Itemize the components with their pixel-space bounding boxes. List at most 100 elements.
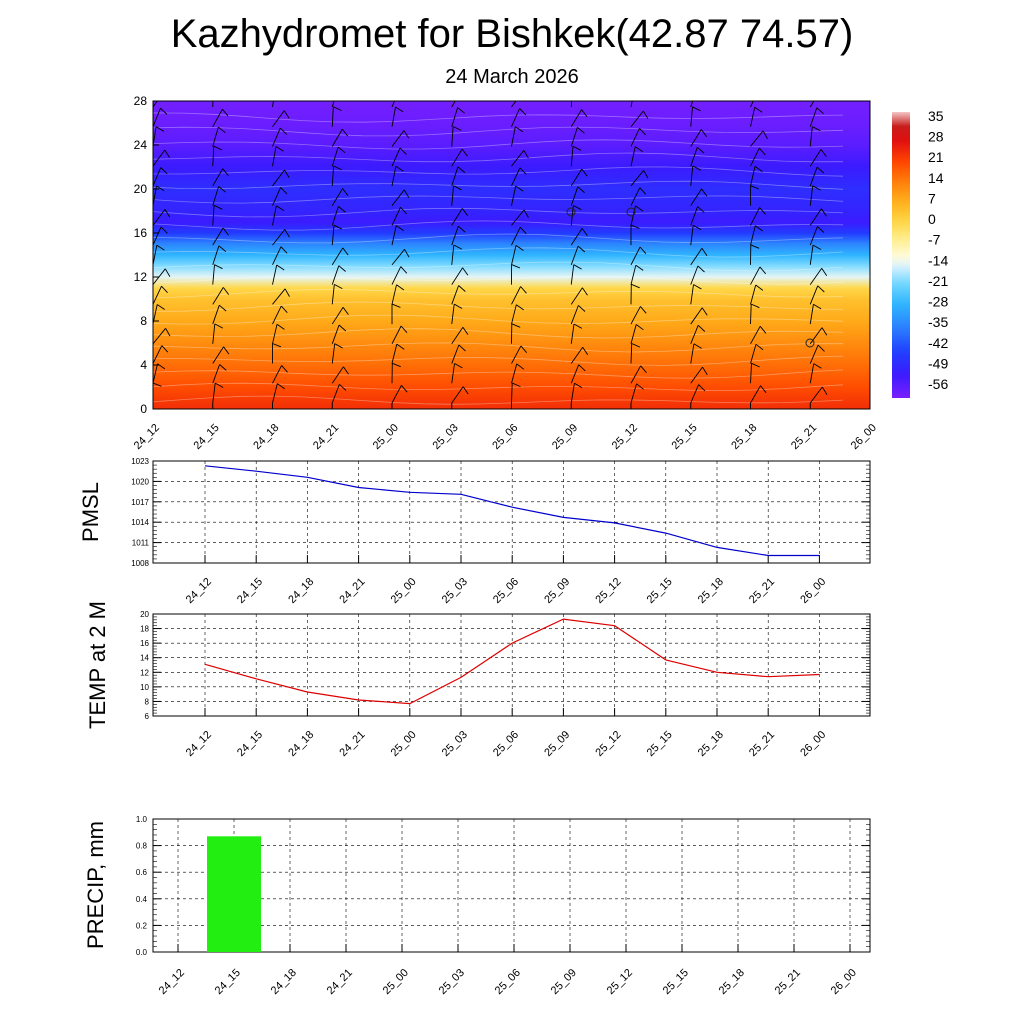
wind-barb-flag [334,284,343,289]
wind-barb [690,265,699,285]
x-tick-label: 24_12 [184,729,214,759]
wind-barb [272,205,277,226]
wind-barb [212,186,220,206]
wind-barb-flag [338,324,347,332]
wind-barb-flag [870,205,878,209]
contour-line [153,314,844,325]
wind-barb-flag [511,323,521,328]
wind-barb [630,365,642,384]
x-tick-label: 25_21 [747,729,777,759]
panel-frame [152,460,871,564]
wind-barb [511,245,517,265]
wind-barb-flag [276,205,285,211]
wind-barb-flag [754,106,763,113]
wind-barb [869,203,870,206]
wind-barb [570,264,575,285]
wind-barb [391,343,398,364]
wind-barb-flag [698,384,706,392]
wind-barb-flag [879,228,885,235]
wind-barb-flag [816,166,825,174]
wind-barb-flag [635,264,644,271]
wind-barb [212,101,214,108]
wind-barb-flag [222,227,229,236]
wind-barb-flag [516,304,524,311]
wind-barb-flag [581,168,588,177]
wind-barb-flag [821,267,828,276]
wind-barb-flag [400,266,408,274]
wind-barb-flag [222,108,229,117]
y-tick-label: 12 [140,668,149,677]
x-tick-label: 25_15 [661,967,691,997]
wind-barb [750,266,761,285]
wind-barb [331,106,334,127]
wind-barb [690,366,703,384]
wind-barb-flag [581,109,588,117]
wind-barb [750,166,756,187]
wind-barb [212,323,216,344]
wind-barb-flag [161,285,168,294]
x-tick-label: 25_18 [717,967,747,997]
wind-barb [809,185,814,206]
wind-barb [272,110,285,127]
wind-barb [391,189,405,206]
wind-barb-flag [821,386,828,395]
wind-barb [272,288,286,305]
colorbar-tick-label: -49 [928,355,948,371]
wind-barb [331,284,335,305]
wind-barb [272,169,285,187]
contour-line [153,195,844,204]
wind-barb-flag [452,126,462,131]
wind-barb-flag [218,126,226,134]
wind-barb-flag [573,264,582,270]
wind-barb-flag [284,229,290,238]
wind-barb-flag [153,382,162,387]
wind-barb-flag [639,127,646,136]
wind-barb [630,265,637,285]
wind-barb-flag [871,265,879,269]
wind-barb [451,226,459,246]
wind-barb [690,129,702,147]
chart-subtitle: 24 March 2026 [445,66,579,88]
x-tick-label: 25_06 [490,422,520,452]
wind-barb [809,226,818,246]
wind-barb-flag [520,345,528,353]
wind-barb-flag [213,204,223,210]
wind-barb [570,323,575,344]
wind-barb-flag [639,187,647,195]
wind-barb [630,187,641,206]
x-tick-label: 25_06 [491,729,521,759]
wind-barb [212,305,220,325]
wind-barb [511,286,522,305]
contour-lines [153,112,844,405]
wind-barb-flag [751,303,760,309]
wind-barb [451,148,463,167]
x-tick-label: 25_03 [440,729,470,759]
wind-barb-flag [812,244,822,250]
wind-barb-flag [461,208,469,216]
wind-barb-flag [577,245,586,253]
wind-barb-flag [461,148,468,157]
wind-barb-flag [277,383,285,390]
wind-barb-flag [519,108,527,116]
wind-barb [630,128,640,147]
wind-barb [690,101,694,108]
wind-barb [869,125,870,127]
wind-barb [272,146,277,167]
wind-barb [272,246,282,266]
wind-barb [750,326,761,345]
wind-barb [690,325,699,344]
x-tick-label: 24_18 [269,967,299,997]
y-tick-label: 1014 [131,518,149,527]
y-tick-label: 14 [140,654,149,663]
wind-barb-flag [333,224,343,230]
contour-line [153,220,844,231]
wind-barb-flag [697,206,705,213]
x-tick-label: 25_21 [747,576,777,606]
wind-barb [391,385,402,404]
wind-barb [570,168,583,187]
colorbar-tick-label: -28 [928,294,948,310]
wind-barb [809,149,822,167]
wind-barb [869,381,870,384]
wind-barb-flag [341,128,349,137]
wind-barb [212,364,221,384]
